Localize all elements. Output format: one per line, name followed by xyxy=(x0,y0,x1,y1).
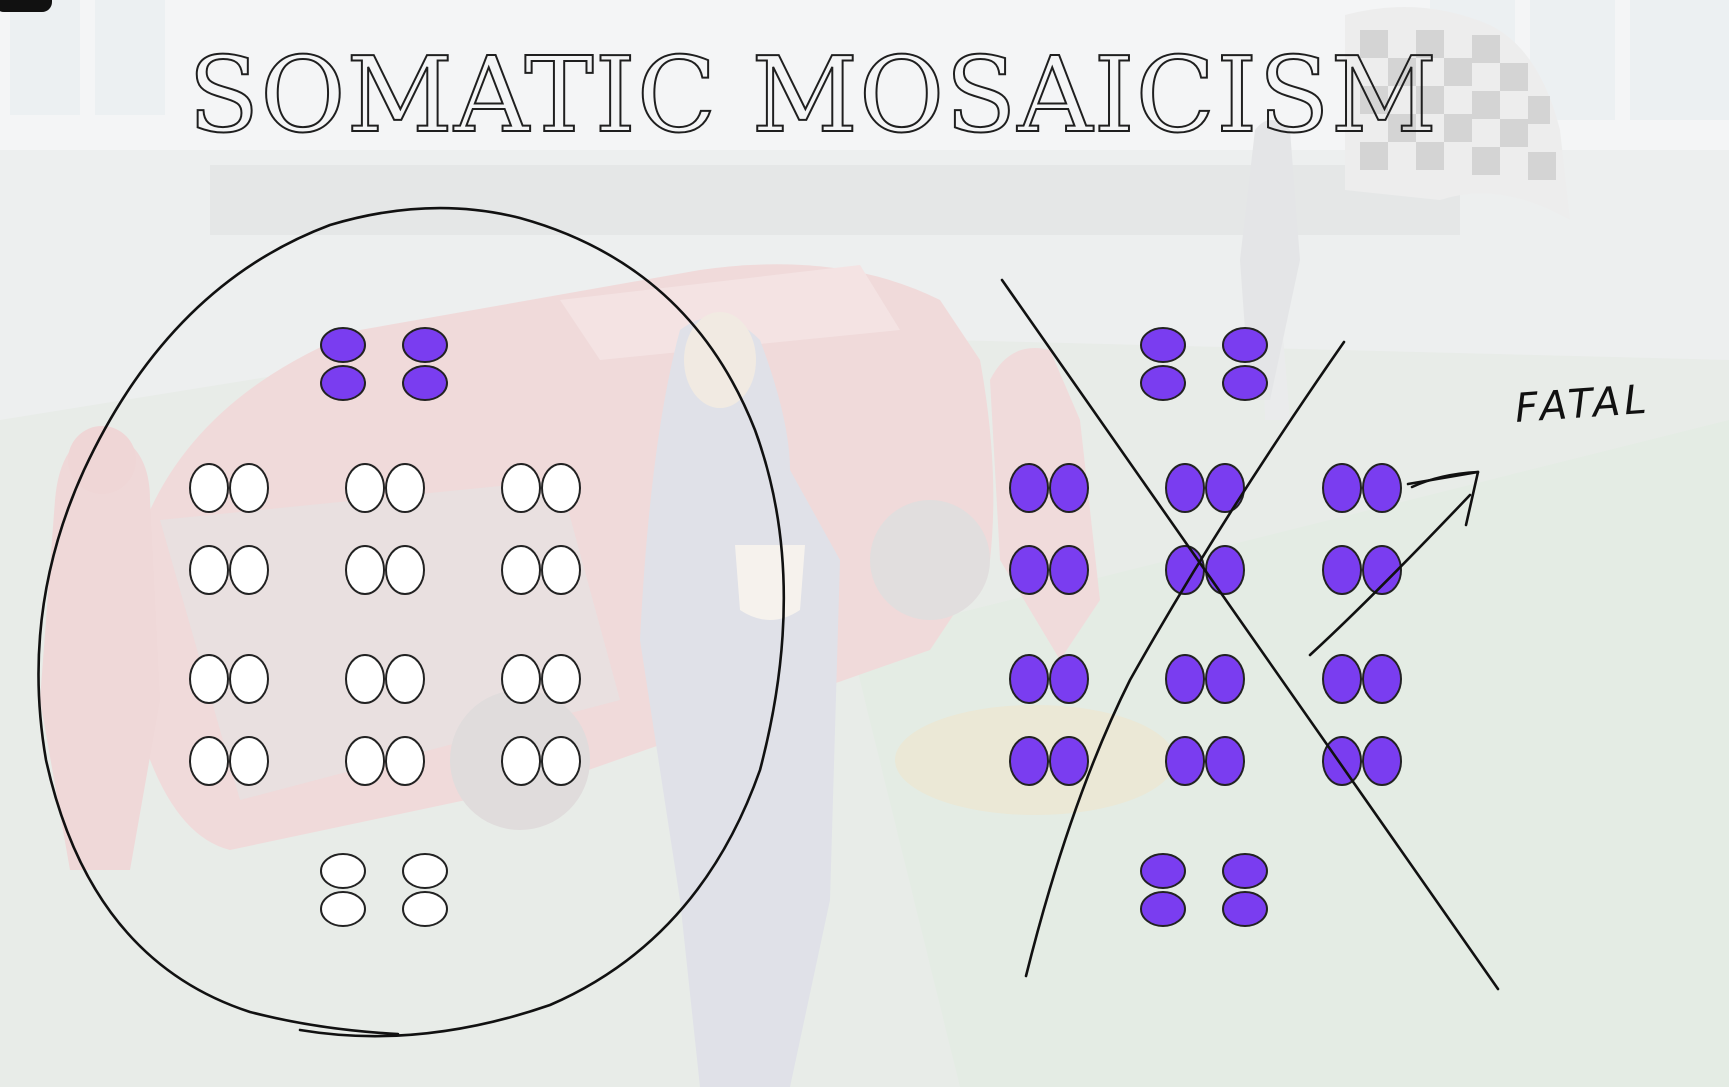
arrow-icon xyxy=(1308,493,1472,657)
cell xyxy=(1009,654,1049,704)
cell xyxy=(320,365,366,401)
cell xyxy=(320,891,366,927)
cell xyxy=(1049,463,1089,513)
cell xyxy=(1362,736,1402,786)
cell xyxy=(345,545,385,595)
cell xyxy=(541,736,581,786)
car-spoiler xyxy=(560,265,900,360)
cell xyxy=(1165,654,1205,704)
checkered-flag xyxy=(1345,7,1570,220)
cell xyxy=(1362,463,1402,513)
cell xyxy=(1322,736,1362,786)
cell xyxy=(385,654,425,704)
arrow-head-icon xyxy=(1410,470,1480,489)
corner-logo-fragment xyxy=(0,0,52,12)
cell xyxy=(1222,365,1268,401)
cell xyxy=(229,463,269,513)
cell xyxy=(320,853,366,889)
cell xyxy=(189,654,229,704)
cell xyxy=(402,853,448,889)
cell xyxy=(1205,545,1245,595)
cell xyxy=(1049,736,1089,786)
cell xyxy=(1140,365,1186,401)
cell xyxy=(1049,545,1089,595)
window-pane xyxy=(1630,0,1729,120)
cell xyxy=(1222,853,1268,889)
cross-out-stroke xyxy=(1024,340,1346,978)
cell xyxy=(1222,891,1268,927)
cell xyxy=(345,463,385,513)
fatal-annotation: FATAL xyxy=(1513,377,1651,432)
cell xyxy=(1009,736,1049,786)
cell xyxy=(1049,654,1089,704)
cell xyxy=(1322,545,1362,595)
cell xyxy=(1165,736,1205,786)
cell xyxy=(229,654,269,704)
cell xyxy=(501,463,541,513)
cell-layer xyxy=(189,327,1402,927)
cell xyxy=(1140,327,1186,363)
cell xyxy=(1205,463,1245,513)
cell xyxy=(1140,853,1186,889)
cell xyxy=(345,654,385,704)
cell xyxy=(189,545,229,595)
crew-helmet xyxy=(68,426,136,494)
window-pane xyxy=(95,0,165,115)
cell xyxy=(402,327,448,363)
cell xyxy=(501,654,541,704)
cell xyxy=(501,736,541,786)
cell xyxy=(385,545,425,595)
cell xyxy=(1205,654,1245,704)
cell xyxy=(1322,463,1362,513)
cell xyxy=(541,463,581,513)
cell xyxy=(541,654,581,704)
slide-title: SOMATIC MOSAICISM xyxy=(187,34,1439,156)
cell xyxy=(402,365,448,401)
window-pane xyxy=(10,0,80,115)
cell xyxy=(501,545,541,595)
cell xyxy=(189,463,229,513)
cell xyxy=(402,891,448,927)
cell xyxy=(1205,736,1245,786)
cell xyxy=(1222,327,1268,363)
pit-crew-member xyxy=(40,430,160,870)
cell xyxy=(1009,545,1049,595)
coffee-cup xyxy=(735,545,805,620)
cell xyxy=(1009,463,1049,513)
cell xyxy=(385,463,425,513)
car-wheel xyxy=(870,500,990,620)
cell xyxy=(229,736,269,786)
cross-out-stroke xyxy=(1000,278,1500,991)
cell xyxy=(189,736,229,786)
presenter-figure xyxy=(640,317,840,1087)
circle-annotation xyxy=(37,206,786,1038)
cell xyxy=(1140,891,1186,927)
cell xyxy=(1322,654,1362,704)
cell xyxy=(385,736,425,786)
cell xyxy=(1362,545,1402,595)
cell xyxy=(229,545,269,595)
cell xyxy=(320,327,366,363)
cell xyxy=(1165,463,1205,513)
cell xyxy=(541,545,581,595)
cell xyxy=(345,736,385,786)
cell xyxy=(1362,654,1402,704)
